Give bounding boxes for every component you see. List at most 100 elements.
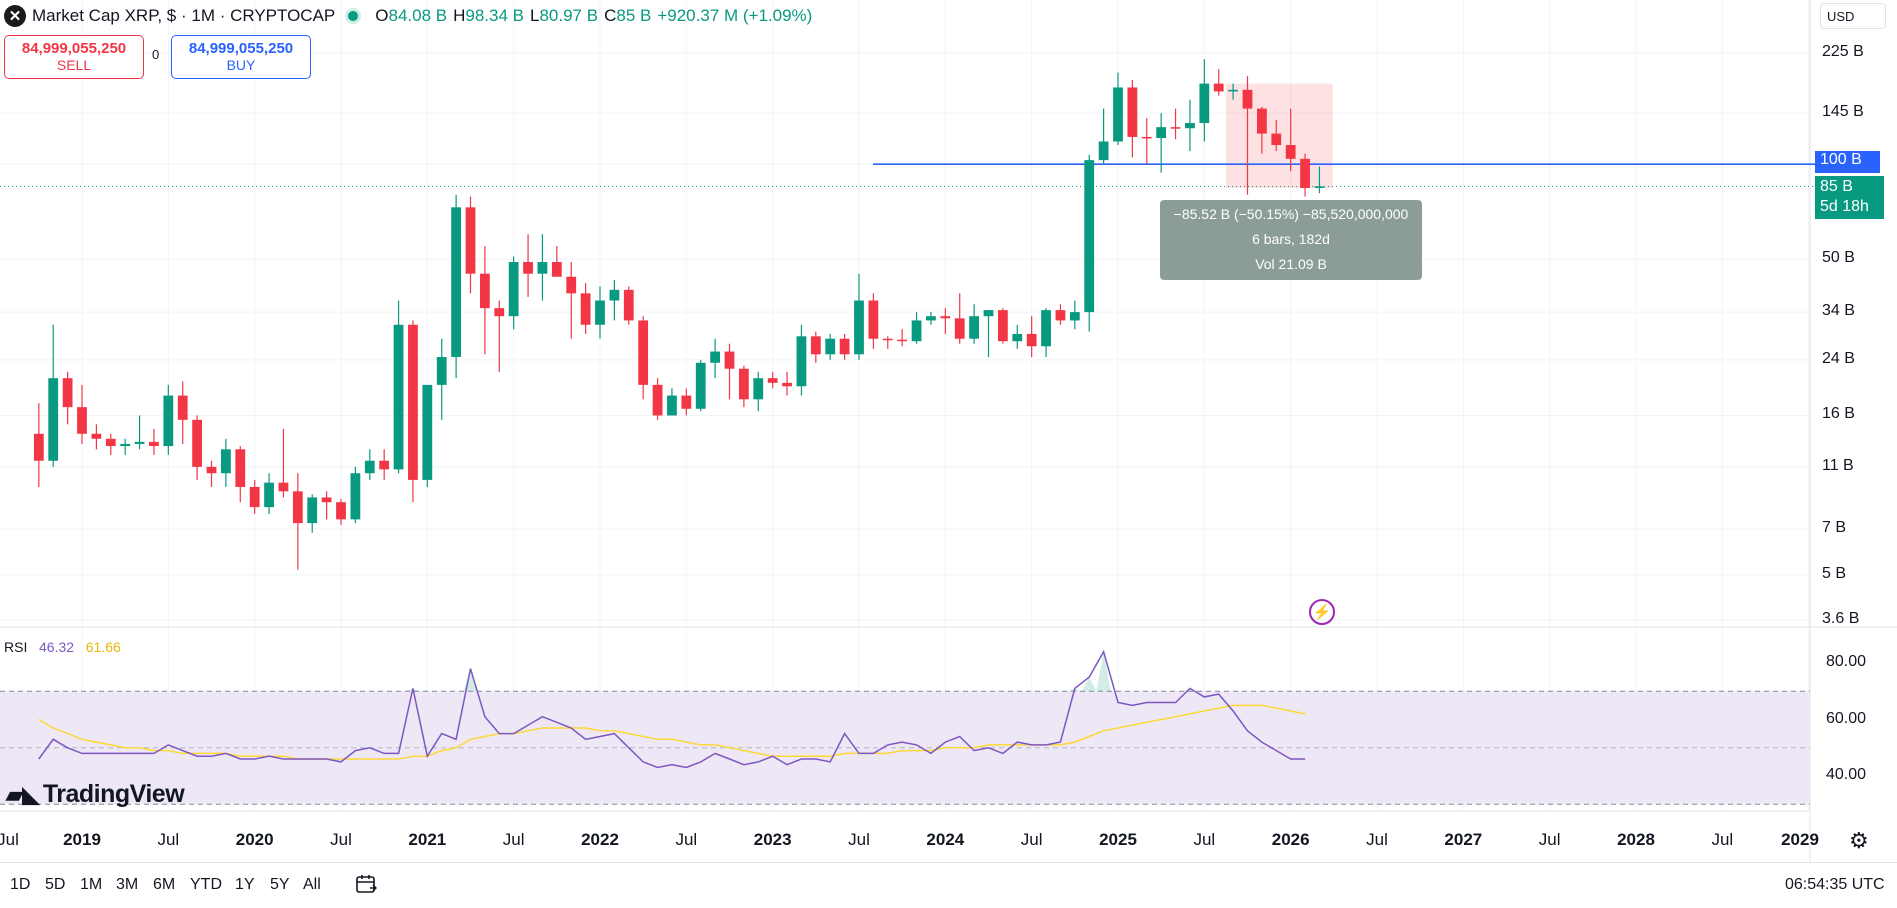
candle-body [710,351,721,363]
candle-2023-04 [810,331,821,363]
price-axis-label: 3.6 B [1822,610,1860,627]
candle-2021-07 [508,256,519,330]
candle-body [1069,312,1080,321]
candle-2023-12 [926,312,936,325]
measure-volume: Vol 21.09 B [1255,256,1327,272]
time-axis-label: 2025 [1099,830,1137,849]
candle-2024-02 [954,293,965,344]
candle-2019-01 [77,384,87,444]
tradingview-logo[interactable]: ▰◣ TradingView [6,780,185,809]
candle-2023-10 [897,329,908,347]
symbol-title[interactable]: Market Cap XRP, $ · 1M · CRYPTOCAP [32,6,336,25]
candle-body [91,433,102,439]
range-button-3m[interactable]: 3M [116,876,139,893]
candle-2019-11 [220,438,231,487]
candle-body [983,310,994,317]
clock-readout[interactable]: 06:54:35 UTC [1785,876,1885,893]
candle-2020-10 [379,449,390,480]
calendar-icon[interactable] [356,874,378,894]
range-button-1m[interactable]: 1M [80,876,103,893]
candle-body [1199,83,1210,124]
bottom-toolbar [0,862,1897,908]
flash-alert-icon[interactable]: ⚡ [1309,599,1335,625]
currency-label: USD [1827,8,1855,24]
candle-2021-10 [551,246,562,277]
candle-body [868,300,879,339]
xrp-logo-icon: ✕ [4,5,26,27]
candle-2022-04 [638,316,649,400]
candle-2024-10 [1069,300,1080,330]
rsi-value: 46.32 [39,639,75,655]
candle-2019-09 [192,415,203,480]
time-axis-label: Jul [848,830,870,849]
candle-body [479,273,490,309]
candle-body [264,482,274,508]
candle-body [321,497,332,503]
time-axis-label: Jul [1020,830,1043,849]
candle-body [1127,87,1138,137]
range-button-all[interactable]: All [303,876,321,893]
candle-body [307,497,318,524]
candle-2025-04 [1156,113,1167,173]
measure-tooltip: −85.52 B (−50.15%) −85,520,000,000 6 bar… [1160,200,1422,280]
candle-2020-05 [307,494,318,533]
ohlc-close-label: C [604,6,617,25]
candle-body [595,300,605,325]
market-status-icon[interactable] [345,8,362,24]
candle-2021-02 [436,338,447,420]
candle-body [33,433,44,461]
range-button-ytd[interactable]: YTD [190,876,222,893]
range-button-5y[interactable]: 5Y [270,876,290,893]
buy-label: BUY [226,57,256,73]
candle-2022-05 [652,378,663,420]
candle-2019-07 [163,384,174,455]
buy-button[interactable]: 84,999,055,250 BUY [171,35,311,79]
candle-2019-06 [149,428,159,455]
candle-body [523,262,533,274]
time-axis-label: Jul [1538,830,1561,849]
range-button-5d[interactable]: 5D [45,876,66,893]
time-axis-label: Jul [330,830,352,849]
candle-2025-12 [1271,120,1282,152]
candle-2020-07 [336,499,346,525]
spread-value: 0 [152,47,160,62]
candle-body [753,378,764,400]
candle-2022-07 [681,388,692,416]
candle-2019-12 [235,446,246,503]
candle-body [580,293,591,325]
range-button-6m[interactable]: 6M [153,876,176,893]
ohlc-open-label: O [375,6,389,25]
candle-2020-03 [278,428,289,498]
range-button-1y[interactable]: 1Y [235,876,255,893]
candle-2019-03 [105,433,116,455]
currency-button[interactable]: USD [1820,3,1886,29]
candle-2024-01 [940,308,951,334]
ohlc-low-label: L [530,6,540,25]
candle-body [940,316,951,319]
time-axis-label: Jul [0,830,19,849]
candle-body [1314,186,1325,188]
settings-gear-icon[interactable]: ⚙ [1849,828,1869,853]
price-axis-label: 11 B [1822,456,1854,474]
time-axis-label: Jul [675,830,698,849]
measure-bars: 6 bars, 182d [1252,231,1330,247]
rsi-label: RSI [4,639,28,655]
price-axis-label: 34 B [1822,302,1855,320]
range-button-1d[interactable]: 1D [10,876,31,893]
price-axis-label: 225 B [1822,43,1864,60]
candle-2023-06 [839,333,850,360]
candle-body [436,357,447,385]
candle-body [393,324,404,470]
rsi-legend[interactable]: RSI 46.32 61.66 [4,639,121,655]
candle-body [177,395,188,420]
bar-countdown: 5d 18h [1820,198,1869,215]
candle-2024-08 [1041,308,1051,358]
candle-body [508,262,519,317]
sell-button[interactable]: 84,999,055,250 SELL [4,35,144,79]
candle-2023-09 [882,336,893,349]
candle-2026-01 [1285,108,1296,172]
candle-2022-06 [667,388,677,416]
candle-body [1228,89,1239,92]
candle-body [652,384,663,416]
